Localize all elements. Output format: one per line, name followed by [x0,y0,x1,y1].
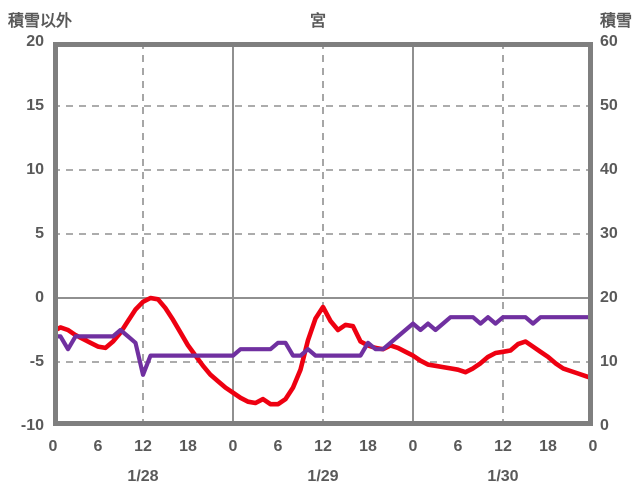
date-label: 1/30 [487,468,519,485]
right-axis-tick: 10 [600,353,618,370]
date-label: 1/28 [127,468,159,485]
left-axis-tick: -5 [29,353,44,370]
right-axis-tick: 50 [600,97,618,114]
right-axis-tick: 60 [600,33,618,50]
x-axis-tick: 0 [408,438,418,455]
plot-area [53,42,593,426]
right-axis-tick: 0 [600,417,609,434]
right-axis-tick: 20 [600,289,618,306]
x-axis-tick: 12 [494,438,512,455]
x-axis-tick: 12 [134,438,152,455]
left-axis-tick: 5 [35,225,44,242]
x-axis-tick: 18 [359,438,377,455]
left-axis-tick: -10 [20,417,44,434]
x-axis-tick: 18 [539,438,557,455]
x-axis-tick: 6 [453,438,463,455]
x-axis-tick: 0 [588,438,598,455]
x-axis-tick: 12 [314,438,332,455]
right-axis-tick: 40 [600,161,618,178]
right-axis-title: 積雪 [599,13,632,30]
x-axis-tick: 18 [179,438,197,455]
purple-line [53,315,593,377]
right-axis-tick: 30 [600,225,618,242]
chart-title: 宮 [309,13,327,30]
left-axis-tick: 20 [26,33,44,50]
x-axis-tick: 6 [93,438,103,455]
left-axis-tick: 0 [35,289,44,306]
date-label: 1/29 [307,468,339,485]
left-axis-title: 積雪以外 [8,13,73,30]
x-axis-tick: 0 [228,438,238,455]
left-axis-tick: 10 [26,161,44,178]
left-axis-tick: 15 [26,97,44,114]
red-line [53,295,593,407]
x-axis-tick: 6 [273,438,283,455]
x-axis-tick: 0 [48,438,58,455]
plot-border [53,42,593,426]
